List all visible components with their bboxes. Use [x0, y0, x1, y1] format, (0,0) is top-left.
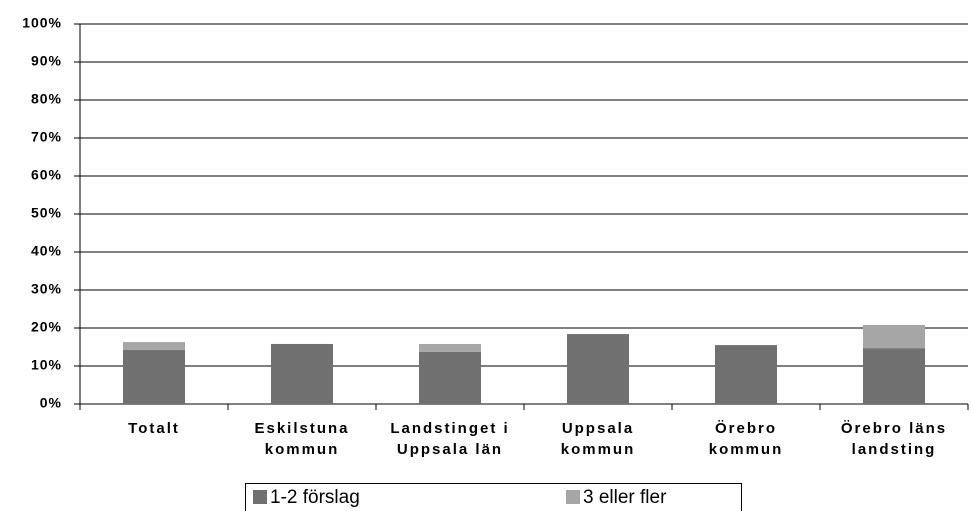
x-tick-label: Örebro kommun	[708, 420, 784, 458]
x-tick-label: Uppsala kommun	[560, 420, 636, 458]
y-tick-label: 100%	[22, 15, 62, 31]
x-tick-label: Eskilstuna kommun	[254, 420, 350, 458]
bar-segment	[715, 345, 777, 404]
bar-segment	[123, 342, 185, 351]
y-tick-label: 30%	[31, 281, 62, 297]
bar-segment	[271, 343, 333, 404]
y-tick-label: 0%	[40, 395, 62, 411]
y-tick-label: 40%	[31, 243, 62, 259]
bar-segment	[863, 348, 925, 404]
bar-segment	[419, 351, 481, 404]
y-tick-label: 50%	[31, 205, 62, 221]
legend-label: 3 eller fler	[583, 487, 667, 508]
y-tick-label: 60%	[31, 167, 62, 183]
x-tick-label: Totalt	[128, 420, 180, 437]
x-tick-label: Landstinget i Uppsala län	[390, 420, 510, 458]
y-tick-label: 90%	[31, 53, 62, 69]
legend-box	[245, 483, 742, 511]
y-tick-label: 70%	[31, 129, 62, 145]
bar-segment	[863, 324, 925, 349]
bar-segment	[567, 334, 629, 404]
y-tick-label: 20%	[31, 319, 62, 335]
bar-segment	[419, 343, 481, 352]
x-tick-label: Örebro läns landsting	[840, 420, 948, 458]
bar-segment	[123, 350, 185, 404]
legend-label: 1-2 förslag	[270, 487, 360, 508]
y-tick-label: 10%	[31, 357, 62, 373]
y-tick-label: 80%	[31, 91, 62, 107]
legend-swatch	[566, 490, 580, 504]
legend-swatch	[253, 490, 267, 504]
